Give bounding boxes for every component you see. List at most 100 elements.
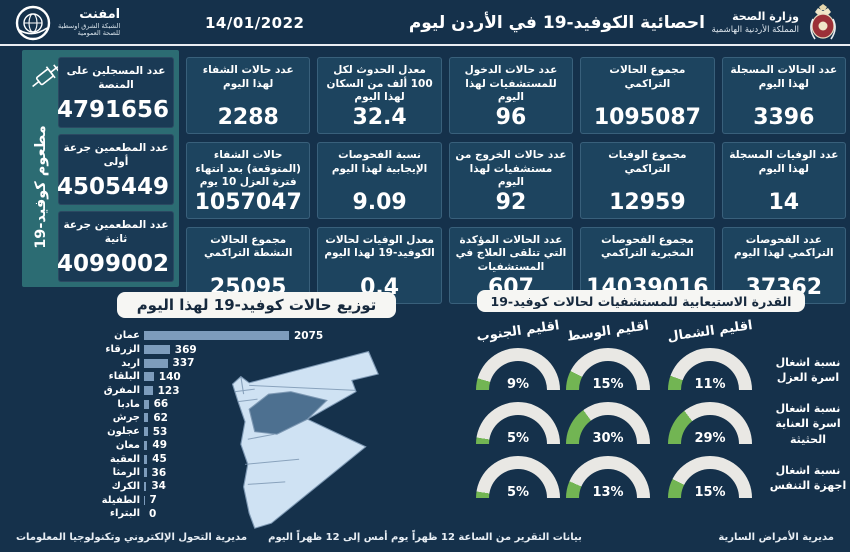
governorate-label: الطفيلة [101, 494, 140, 506]
bar [144, 399, 149, 409]
stat-value: 12959 [609, 189, 686, 215]
moh-name: وزارة الصحة [732, 10, 799, 24]
stat-label: عدد الوفيات المسجلة لهذا اليوم [729, 148, 839, 175]
moh-logo-block: وزارة الصحة المملكة الأردنية الهاشمية [712, 3, 840, 43]
stat-value: 14 [768, 189, 800, 215]
stat-value: 3396 [753, 104, 815, 130]
moh-subtitle: المملكة الأردنية الهاشمية [711, 24, 799, 35]
gauge-percent: 11% [694, 377, 726, 392]
stat-label: معدل الوفيات لحالات الكوفيد-19 لهذا اليو… [324, 233, 435, 260]
gauge-vent-south: 5% [476, 456, 560, 501]
bar-value: 7 [149, 494, 157, 507]
gauge-isolation-center: 15% [566, 348, 650, 392]
governorate-label: اربد [121, 357, 140, 369]
vaccine-strip-label: مطعوم كوفيد-19 [33, 125, 49, 249]
capacity-section: القدرة الاستيعابية للمستشفيات لحالات كوف… [432, 290, 850, 501]
stat-card: عدد حالات الشفاء لهذا اليوم 2288 [186, 57, 311, 134]
governorate-label: معان [115, 439, 140, 451]
stat-label: عدد الحالات المسجلة لهذا اليوم [730, 64, 838, 90]
stat-label: مجموع الحالات التراكمي [609, 64, 686, 90]
gauge-row-label: نسبة اشغال اسرة العناية الحثيثة [775, 402, 841, 446]
governorate-label: عمان [114, 330, 140, 342]
globe-icon [15, 5, 51, 41]
bar [144, 345, 170, 355]
region-headers: اقليم الجنوب اقليم الوسط اقليم الشمال [432, 318, 850, 345]
bar-value: 36 [151, 466, 167, 479]
bar-row: العقبة 45 [84, 452, 429, 466]
bar-value: 53 [152, 425, 168, 438]
vaccination-panel: مطعوم كوفيد-19 عدد المسجلين على المنصة 4… [22, 50, 179, 287]
governorate-label: جرش [112, 412, 140, 424]
gauge-percent: 29% [694, 431, 726, 447]
jordan-map-svg [231, 350, 379, 529]
distribution-section: توزيع حالات كوفيد-19 لهذا اليوم عمان 2075… [84, 292, 429, 529]
cases-bar-chart: عمان 2075 الزرقاء 369 اربد 337 البلقاء 140 ا… [84, 329, 429, 521]
stat-label: نسبة الفحوصات الإيجابية لهذا اليوم [331, 148, 428, 175]
gauge-vent-center: 13% [566, 456, 650, 501]
bar-row: البتراء 0 [84, 507, 429, 521]
governorate-label: مادبا [117, 398, 140, 410]
bar-value: 0 [149, 507, 157, 520]
vaccine-card-value: 4505449 [56, 174, 169, 200]
gauge-isolation-south: 9% [476, 348, 560, 392]
governorate-label: البتراء [109, 508, 140, 520]
stat-label: حالات الشفاء (المتوقعة) بعد انتهاء فترة … [195, 148, 301, 189]
moh-text: وزارة الصحة المملكة الأردنية الهاشمية [712, 10, 799, 35]
stat-card: معدل الحدوث لكل 100 ألف من السكان لهذا ا… [317, 57, 442, 134]
vaccine-card-label: عدد المطعمين جرعة ثانية [63, 219, 169, 246]
stat-card: عدد حالات الخروج من مستشفيات لهذا اليوم 9… [448, 141, 574, 219]
emphnet-name: امفنت [79, 7, 121, 23]
bar-value: 369 [174, 343, 197, 356]
moh-crest-icon [810, 4, 836, 40]
stat-value: 32.4 [352, 104, 407, 130]
bar-value: 66 [153, 398, 169, 411]
stat-card: مجموع الوفيات التراكمي 12959 [580, 141, 715, 219]
jordan-map [202, 344, 424, 532]
stat-label: عدد حالات الشفاء لهذا اليوم [202, 64, 294, 90]
governorate-label: الكرك [111, 480, 140, 492]
vaccine-card-first-dose: عدد المطعمين جرعة أولى 4505449 [56, 134, 174, 205]
governorate-label: الرمثا [112, 467, 140, 479]
gauge-isolation-north: 11% [668, 348, 752, 392]
bar-row: معان 49 [84, 439, 429, 453]
region-header-center: اقليم الوسط [566, 318, 650, 345]
bar-row: مادبا 66 [84, 397, 429, 411]
governorate-label: الزرقاء [105, 344, 140, 356]
stat-value: 9.09 [352, 189, 407, 215]
bar [144, 331, 289, 341]
page-title: احصائية الكوفيد-19 في الأردن ليوم [408, 13, 705, 33]
stat-value: 2288 [217, 104, 279, 130]
footer: مديرية الأمراض السارية بيانات التقرير من… [0, 528, 850, 552]
stat-value: 1057047 [194, 189, 302, 215]
bar-value: 62 [153, 411, 168, 424]
bar [144, 358, 168, 368]
bar-row: الكرك 34 [84, 480, 429, 494]
bar-value: 337 [172, 357, 195, 370]
stat-card: عدد حالات الدخول للمستشفيات لهذا اليوم 96 [448, 57, 574, 134]
footer-directorate: مديرية الأمراض السارية [718, 532, 834, 543]
bar-value: 140 [158, 370, 181, 383]
gauge-percent: 15% [592, 377, 624, 392]
gauge-percent: 5% [506, 431, 530, 447]
gauge-icu-north: 29% [668, 402, 752, 447]
vaccine-card-label: عدد المسجلين على المنصة [66, 65, 166, 92]
stat-card: مجموع الحالات التراكمي 1095087 [580, 57, 715, 134]
gauge-row-label: نسبة اشغال اسرة العزل [775, 355, 841, 384]
footer-report-note: بيانات التقرير من الساعة 12 ظهراً يوم أم… [268, 532, 582, 543]
gauge-row-ventilators: 5% 13% 15% نسبة اشغال اجهزة التنفس [432, 456, 850, 501]
gauge-percent: 15% [694, 485, 726, 501]
bar [144, 440, 148, 450]
stat-card: نسبة الفحوصات الإيجابية لهذا اليوم 9.09 [317, 141, 442, 219]
vaccine-card-value: 4099002 [56, 251, 169, 277]
stat-label: معدل الحدوث لكل 100 ألف من السكان لهذا ا… [326, 64, 433, 104]
gauge-vent-north: 15% [668, 456, 752, 501]
bar-value: 2075 [294, 329, 324, 342]
title-area: 14/01/2022 احصائية الكوفيد-19 في الأردن … [205, 0, 705, 46]
region-header-spacer [766, 326, 849, 338]
bar-row: الرمثا 36 [84, 466, 429, 480]
vaccine-card-registered: عدد المسجلين على المنصة 4791656 [57, 57, 174, 128]
stat-label: مجموع الفحوصات المخبرية التراكمي [601, 233, 694, 260]
bar [144, 454, 148, 464]
stat-label: عدد الحالات المؤكدة التي تتلقى العلاج في… [455, 233, 567, 274]
